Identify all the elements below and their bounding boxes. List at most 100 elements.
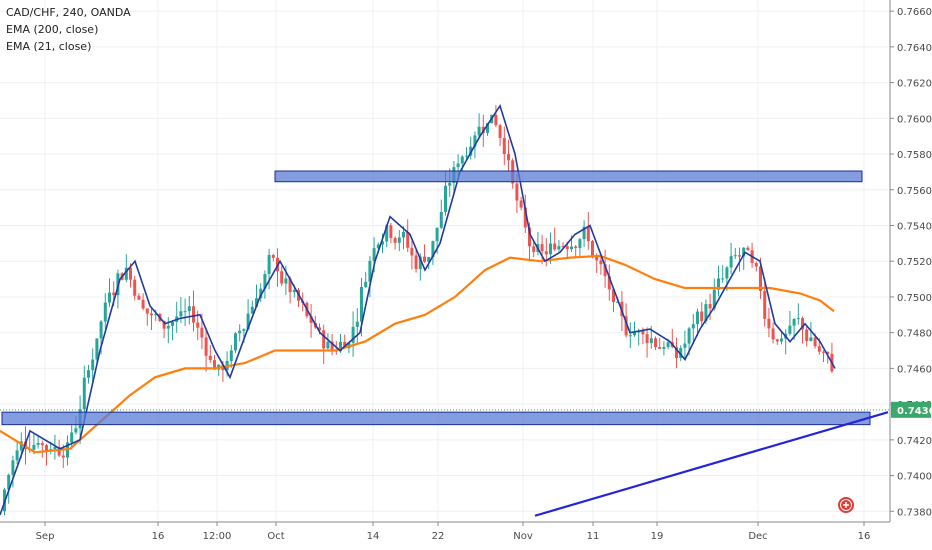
candle-up [444,185,447,212]
alert-icon[interactable] [838,497,854,513]
candle-down [40,443,44,446]
candle-down [423,256,426,262]
candle-up [704,304,708,322]
candle-down [771,328,775,340]
candle-up [439,211,443,228]
candle-down [759,266,762,292]
candle-down [763,291,767,319]
candle-down [389,225,393,238]
candle-up [246,313,250,330]
candle-down [393,237,397,243]
candle-up [796,318,800,320]
candle-up [742,247,746,257]
candle-down [553,243,557,250]
candle-up [351,326,355,343]
ema-200-line [0,254,835,454]
candle-down [57,447,61,456]
candle-down [528,227,531,247]
candle-up [36,443,40,445]
candle-down [801,318,804,330]
chart-legend: CAD/CHF, 240, OANDA EMA (200, close) EMA… [6,4,131,55]
candle-down [61,455,65,458]
candle-up [662,347,666,349]
candle-up [431,241,435,257]
candle-down [196,322,200,328]
candle-down [700,311,704,322]
legend-ema-200[interactable]: EMA (200, close) [6,23,99,36]
candle-down [141,299,145,309]
candle-up [712,289,716,309]
candle-down [192,306,195,323]
candle-up [578,239,582,249]
candle-up [633,332,636,336]
time-tick-label: 19 [651,531,664,542]
candle-up [460,156,464,164]
last-price-tag-text: 0.74368 [897,406,932,417]
candle-up [486,123,489,133]
candle-down [145,308,149,314]
candle-down [523,207,527,228]
time-tick-label: 11 [587,531,600,542]
candle-up [372,248,376,261]
candle-up [91,359,95,371]
time-tick-label: 22 [432,531,445,542]
trendline [534,411,889,517]
time-tick-label: Dec [748,531,767,542]
candle-up [99,321,103,339]
candle-up [238,330,242,334]
candle-up [397,237,401,243]
candle-up [717,278,720,290]
candle-up [435,227,439,242]
resistance-zone [274,170,863,183]
candle-down [280,271,284,284]
candle-down [494,114,498,126]
candle-down [406,231,410,248]
support-zone [1,411,871,426]
time-tick-label: 14 [367,531,380,542]
candle-down [322,330,326,349]
candle-up [124,267,128,280]
legend-symbol[interactable]: CAD/CHF, 240, OANDA [6,6,131,19]
candle-up [418,256,422,269]
candle-down [603,264,607,277]
candle-up [381,241,384,245]
candle-down [150,313,153,316]
candle-down [561,246,565,248]
candle-up [74,428,78,433]
time-tick-label: Sep [36,531,55,542]
candle-up [809,337,813,342]
candle-up [477,126,481,136]
candle-down [498,125,502,138]
candle-down [599,260,603,265]
candle-up [679,347,683,358]
candle-up [427,256,431,262]
candle-up [666,342,670,348]
candle-down [318,327,321,331]
candle-up [368,260,372,282]
alert-icon-ring [840,499,852,511]
candle-up [448,182,452,186]
candle-up [729,256,733,268]
candle-down [532,246,536,252]
candle-down [45,445,48,451]
legend-ema-21[interactable]: EMA (21, close) [6,40,92,53]
candle-up [70,432,74,443]
candle-up [259,288,263,299]
candle-down [645,334,649,344]
candle-down [162,321,166,329]
candle-down [507,153,510,161]
time-tick-label: Oct [267,531,284,542]
time-tick-label: 16 [152,531,165,542]
candle-down [309,316,313,323]
candle-up [263,274,267,289]
candle-up [326,341,330,349]
candle-up [360,287,363,322]
candle-up [234,333,237,351]
